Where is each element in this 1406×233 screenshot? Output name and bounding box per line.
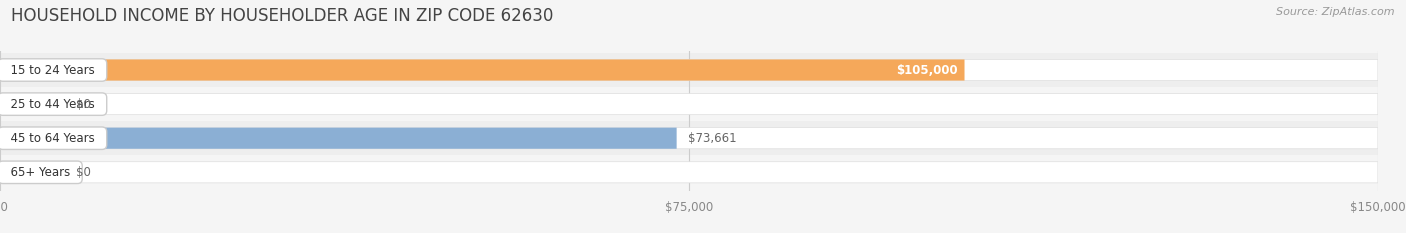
- FancyBboxPatch shape: [0, 93, 1378, 115]
- Bar: [0, 121, 1378, 155]
- Text: $0: $0: [76, 98, 90, 111]
- Bar: [0, 53, 1378, 87]
- Text: 65+ Years: 65+ Years: [3, 166, 77, 179]
- Text: 45 to 64 Years: 45 to 64 Years: [3, 132, 103, 145]
- FancyBboxPatch shape: [0, 59, 1378, 81]
- Text: 25 to 44 Years: 25 to 44 Years: [3, 98, 103, 111]
- Text: Source: ZipAtlas.com: Source: ZipAtlas.com: [1277, 7, 1395, 17]
- FancyBboxPatch shape: [0, 59, 965, 81]
- Text: HOUSEHOLD INCOME BY HOUSEHOLDER AGE IN ZIP CODE 62630: HOUSEHOLD INCOME BY HOUSEHOLDER AGE IN Z…: [11, 7, 554, 25]
- Text: $105,000: $105,000: [896, 64, 957, 76]
- FancyBboxPatch shape: [0, 162, 1378, 183]
- FancyBboxPatch shape: [0, 128, 1378, 149]
- Text: $0: $0: [76, 166, 90, 179]
- Text: $73,661: $73,661: [688, 132, 737, 145]
- Text: 15 to 24 Years: 15 to 24 Years: [3, 64, 103, 76]
- Bar: [0, 155, 1378, 189]
- Bar: [0, 87, 1378, 121]
- FancyBboxPatch shape: [0, 128, 676, 149]
